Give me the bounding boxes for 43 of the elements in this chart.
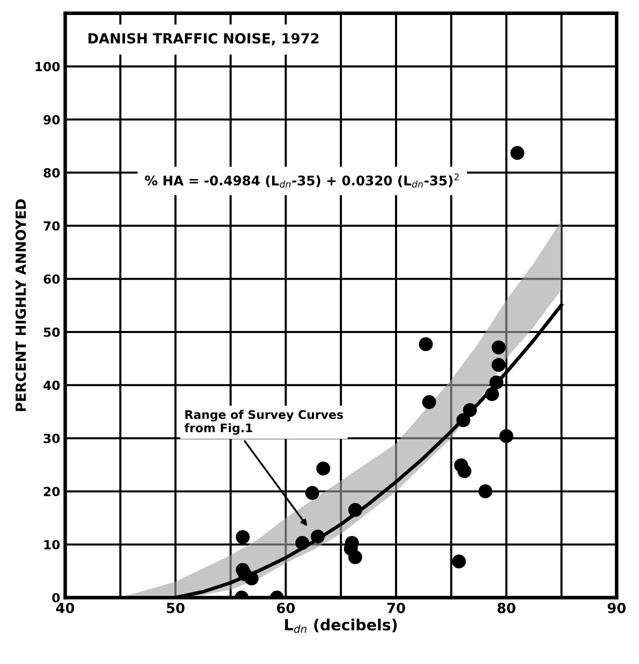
- y-tick-label: 10: [44, 540, 60, 550]
- y-tick-label: 20: [44, 486, 60, 496]
- point: [499, 429, 514, 444]
- point: [244, 572, 259, 586]
- point: [492, 340, 506, 354]
- annotation: % HA = -0.4984 (L$_{dn}$-35) + 0.0320 (L$_{dn}$-35)$^{2}$: [144, 173, 459, 188]
- point: [348, 550, 362, 564]
- y-tick-label: 60: [44, 274, 60, 284]
- y-tick-label: 30: [44, 434, 60, 444]
- point: [456, 413, 470, 428]
- point: [422, 395, 436, 410]
- y-tick-label: 0: [52, 593, 60, 603]
- point: [316, 462, 330, 476]
- y-tick-label: 40: [43, 380, 60, 390]
- x-tick-label: 80: [498, 602, 516, 614]
- point: [348, 503, 362, 517]
- text: DANISH TRAFFIC NOISE, 1972: [88, 33, 319, 46]
- point: [457, 464, 472, 478]
- point: [492, 358, 506, 372]
- y-tick-label: 90: [44, 114, 60, 124]
- y-tick-label: 50: [44, 327, 60, 337]
- point: [236, 530, 250, 544]
- point: [485, 387, 499, 402]
- point: [478, 484, 492, 498]
- x-tick-label: 90: [608, 602, 626, 614]
- y-axis-title: PERCENT HIGHLY ANNOYED: [15, 199, 26, 412]
- y-tick-label: 70: [44, 221, 60, 231]
- x-tick-label: 40: [56, 602, 74, 614]
- x-tick-label: 70: [387, 602, 406, 614]
- y-tick-label: 100: [36, 62, 60, 72]
- annotation: Range of Survey Curves from Fig.1: [184, 410, 343, 435]
- point: [463, 403, 477, 418]
- x-axis-title: L$_{dn}$ (decibels): [285, 618, 397, 633]
- point: [310, 530, 325, 544]
- y-tick-label: 80: [44, 168, 60, 178]
- x-tick-label: 50: [166, 602, 184, 614]
- point: [295, 536, 310, 550]
- point: [305, 486, 320, 500]
- point: [418, 337, 433, 352]
- point: [489, 376, 504, 390]
- point: [452, 554, 466, 568]
- point: [510, 146, 524, 160]
- x-tick-label: 60: [276, 602, 295, 614]
